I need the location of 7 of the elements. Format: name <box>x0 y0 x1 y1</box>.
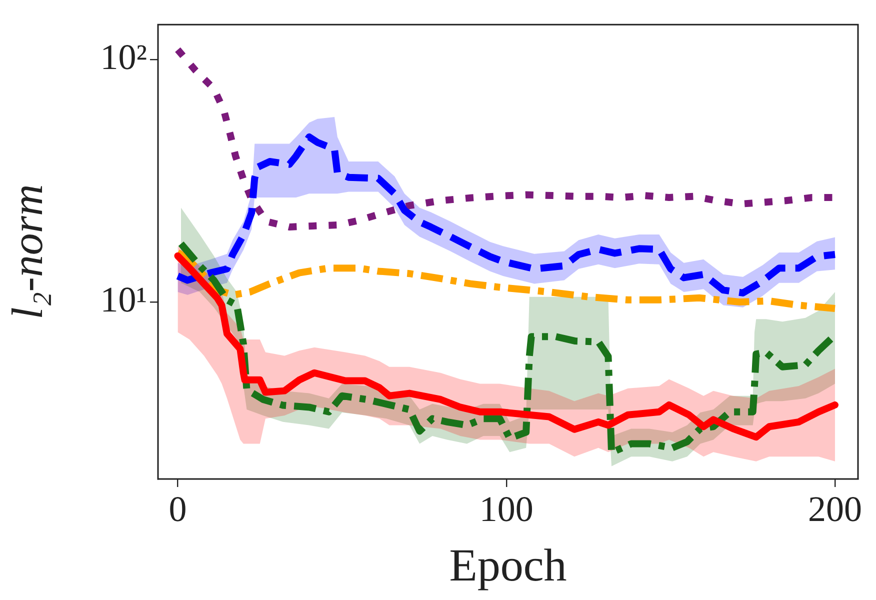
x-tick-label: 200 <box>808 489 862 530</box>
y-axis-title: l₂-norm <box>2 184 52 320</box>
y-tick-label: 10² <box>100 37 147 78</box>
y-tick-label: 10¹ <box>100 279 147 320</box>
x-tick-label: 100 <box>479 489 534 530</box>
x-tick-label: 0 <box>168 489 187 530</box>
x-axis-title: Epoch <box>449 539 567 590</box>
